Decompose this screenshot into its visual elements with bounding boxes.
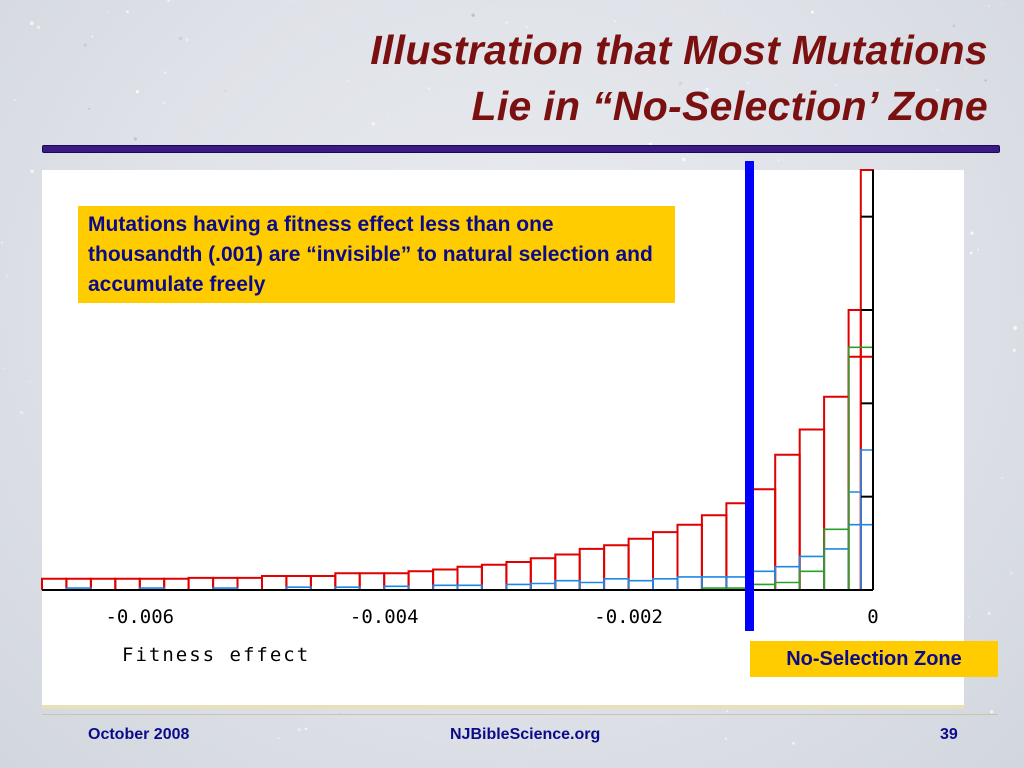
histogram-bar-red <box>676 523 703 590</box>
x-tick-label: -0.006 <box>105 606 174 628</box>
slide-title: Illustration that Most Mutations Lie in … <box>370 22 988 134</box>
histogram-bar-red <box>480 563 508 590</box>
no-selection-zone-label: No-Selection Zone <box>750 641 998 677</box>
x-tick-label: -0.002 <box>594 606 663 628</box>
threshold-line <box>745 161 754 631</box>
histogram-bar-blue <box>823 548 850 590</box>
histogram-bar-red <box>774 453 801 590</box>
footer-divider <box>42 714 998 715</box>
histogram-bar-red <box>261 575 288 590</box>
histogram-bar-red <box>603 544 630 590</box>
histogram-bar-red <box>89 577 117 590</box>
title-line-1: Illustration that Most Mutations <box>370 27 988 73</box>
histogram-bar-red <box>823 395 850 590</box>
x-tick-labels: -0.006 -0.004 -0.002 0 <box>105 606 878 628</box>
histogram-bar-blue <box>798 555 825 590</box>
histogram-bar-blue <box>456 584 483 590</box>
y-axis-ticks <box>861 215 873 498</box>
histogram-bar-red <box>627 537 654 590</box>
histogram-bar-red <box>859 169 874 590</box>
histogram-bar-blue <box>676 576 703 590</box>
x-tick-label: 0 <box>867 606 878 628</box>
histogram-bar-blue <box>847 491 862 590</box>
title-line-2: Lie in “No-Selection’ Zone <box>471 83 988 129</box>
histogram-bar-green <box>774 581 801 590</box>
histogram-bar-red <box>358 572 386 590</box>
histogram-bar-blue <box>860 449 874 590</box>
series-green-bars <box>701 346 874 590</box>
histogram-bar-green <box>823 528 850 590</box>
histogram-bar-blue <box>554 579 581 590</box>
slide-number: 39 <box>940 726 958 743</box>
histogram-bar-blue <box>285 586 312 590</box>
histogram-bar-blue <box>652 578 679 590</box>
histogram-bar-red <box>578 547 606 590</box>
callout-text: Mutations having a fitness effect less t… <box>88 213 653 296</box>
histogram-bar-red <box>383 572 410 590</box>
histogram-bar-red <box>114 577 141 590</box>
histogram-bar-red <box>456 565 483 590</box>
histogram-bar-red <box>529 557 557 590</box>
histogram-bar-blue <box>334 586 361 590</box>
histogram-bar-red <box>749 488 777 590</box>
footer-date: October 2008 <box>88 726 190 743</box>
histogram-bar-blue <box>603 578 630 590</box>
histogram-bar-blue <box>383 585 410 590</box>
histogram-bar-red <box>432 568 459 590</box>
histogram-bar-green <box>798 570 825 590</box>
histogram-bar-red <box>798 428 826 590</box>
histogram-bar-blue <box>750 570 776 590</box>
histogram-bar-red <box>163 577 190 590</box>
histogram-bar-red <box>700 514 728 590</box>
histogram-bar-blue <box>774 565 801 590</box>
callout-box: Mutations having a fitness effect less t… <box>78 206 675 303</box>
histogram-bar-red <box>847 309 862 590</box>
footer-website: NJBibleScience.org <box>450 726 601 743</box>
panel-shadow <box>42 705 964 709</box>
histogram-bar-red <box>505 561 532 590</box>
histogram-bar-blue <box>578 581 605 590</box>
histogram-bar-blue <box>627 579 654 590</box>
histogram-bar-red <box>236 576 263 590</box>
histogram-bar-red <box>407 570 435 590</box>
histogram-bar-red <box>41 577 68 590</box>
x-axis-label: Fitness effect <box>122 644 310 666</box>
x-tick-label: -0.004 <box>350 606 419 628</box>
histogram-bar-red <box>652 531 679 590</box>
histogram-bar-red <box>187 576 215 590</box>
histogram-bar-red <box>309 575 337 590</box>
histogram-bar-red <box>554 553 581 590</box>
title-divider <box>42 145 1000 153</box>
